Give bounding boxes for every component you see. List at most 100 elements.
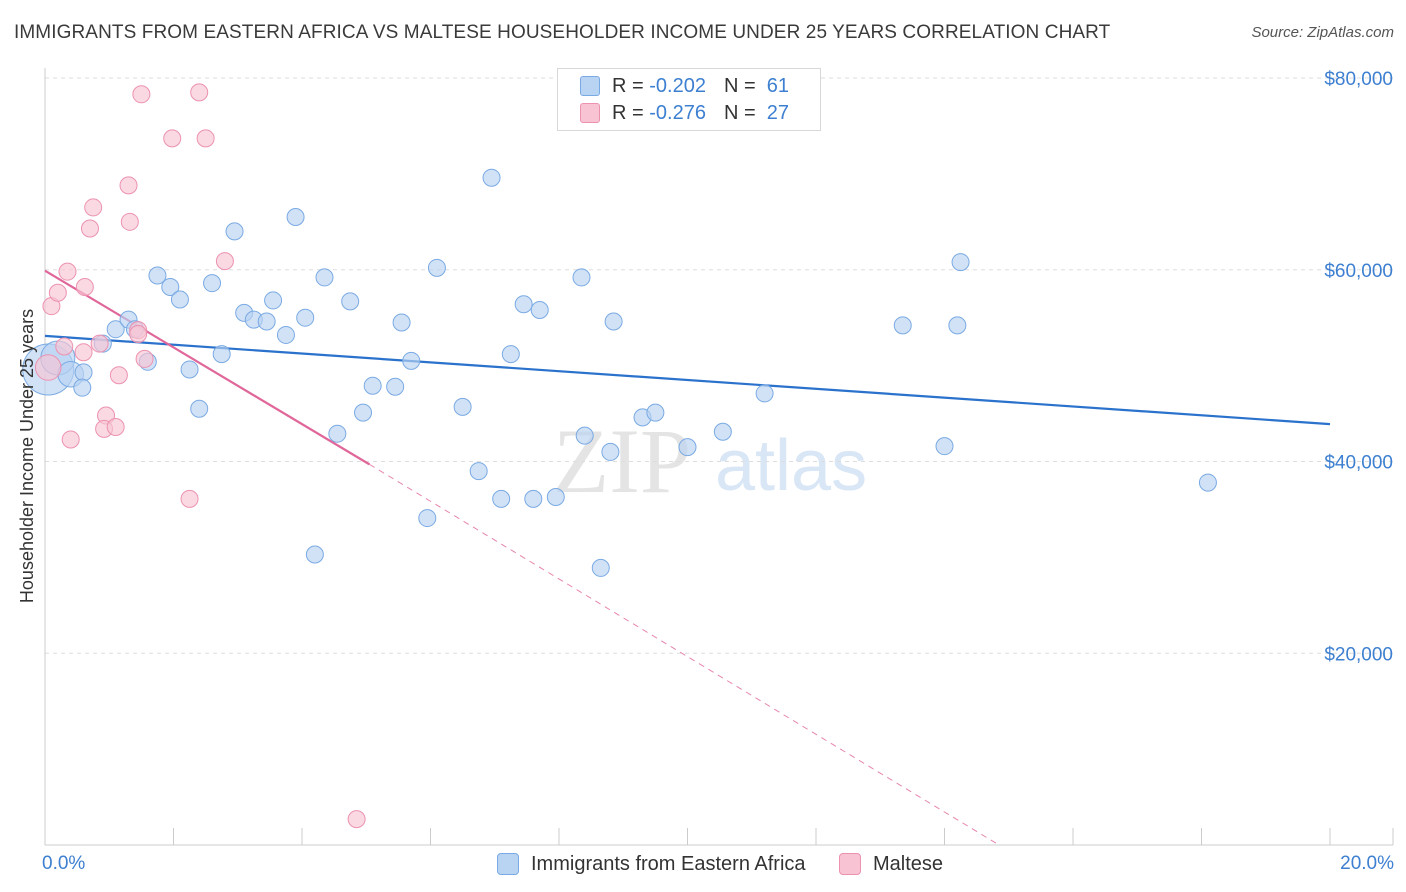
y-tick-label: $20,000 [1324, 644, 1393, 665]
point-maltese [196, 129, 215, 148]
point-eastern-africa [190, 399, 209, 418]
legend-item-eastern-africa: Immigrants from Eastern Africa [497, 851, 806, 877]
point-eastern-africa [530, 301, 549, 320]
point-eastern-africa [305, 545, 324, 564]
legend-label-maltese: Maltese [873, 852, 944, 875]
point-maltese [75, 278, 94, 297]
point-eastern-africa [453, 397, 472, 416]
point-eastern-africa [492, 489, 511, 508]
point-eastern-africa [170, 290, 189, 309]
point-maltese [61, 430, 80, 449]
point-eastern-africa [161, 278, 180, 297]
point-maltese [84, 198, 103, 217]
legend-r-label: R = [612, 74, 644, 97]
y-axis-label: Householder Income Under 25 years [17, 309, 37, 603]
trend-lines [44, 269, 1331, 846]
point-maltese [132, 85, 151, 104]
legend-row-eastern-africa: R = -0.202 N = 61 [580, 73, 789, 99]
point-eastern-africa [148, 266, 167, 285]
point-eastern-africa [951, 253, 970, 272]
point-eastern-africa [1198, 473, 1217, 492]
point-eastern-africa [427, 258, 446, 277]
trend-line [44, 269, 371, 466]
point-eastern-africa [203, 274, 222, 293]
point-eastern-africa [257, 312, 276, 331]
legend-item-maltese: Maltese [839, 851, 943, 877]
legend-r-value: -0.202 [649, 74, 706, 97]
point-eastern-africa [482, 168, 501, 187]
point-maltese [120, 212, 139, 231]
data-points [22, 83, 1217, 829]
point-maltese [74, 343, 93, 362]
point-eastern-africa [713, 422, 732, 441]
point-eastern-africa [935, 437, 954, 456]
legend-swatch-pink [580, 103, 600, 123]
chart-title: IMMIGRANTS FROM EASTERN AFRICA VS MALTES… [14, 22, 1111, 43]
legend-n-value: 27 [766, 101, 790, 124]
point-eastern-africa [546, 487, 565, 506]
point-eastern-africa [264, 291, 283, 310]
trend-line-extension [369, 463, 1000, 846]
point-eastern-africa [591, 558, 610, 577]
point-eastern-africa [180, 360, 199, 379]
point-maltese [58, 262, 77, 281]
point-eastern-africa [315, 268, 334, 287]
point-maltese [34, 354, 62, 381]
point-eastern-africa [286, 208, 305, 227]
point-eastern-africa [893, 316, 912, 335]
point-eastern-africa [646, 403, 665, 422]
point-maltese [119, 176, 138, 195]
point-eastern-africa [296, 308, 315, 327]
point-eastern-africa [354, 403, 373, 422]
point-maltese [106, 417, 125, 436]
point-eastern-africa [73, 378, 92, 397]
point-eastern-africa [74, 363, 93, 382]
point-maltese [190, 83, 209, 102]
y-tick-label: $60,000 [1324, 261, 1393, 282]
legend-label-eastern-africa: Immigrants from Eastern Africa [531, 852, 806, 875]
y-tick-label: $80,000 [1324, 69, 1393, 90]
point-eastern-africa [225, 222, 244, 241]
point-eastern-africa [418, 509, 437, 528]
point-eastern-africa [572, 268, 591, 287]
point-maltese [180, 489, 199, 508]
point-maltese [109, 366, 128, 385]
legend-swatch-blue [497, 853, 519, 875]
legend-n-label: N = [723, 101, 756, 124]
point-eastern-africa [328, 424, 347, 443]
source-credit: Source: ZipAtlas.com [1251, 24, 1394, 41]
point-maltese [215, 252, 234, 271]
point-eastern-africa [363, 376, 382, 395]
point-maltese [90, 334, 109, 353]
legend-swatch-pink [839, 853, 861, 875]
legend-n-value: 61 [766, 74, 790, 97]
legend-n-label: N = [723, 74, 756, 97]
point-eastern-africa [514, 295, 533, 314]
point-maltese [48, 283, 67, 302]
point-eastern-africa [601, 442, 620, 461]
point-eastern-africa [402, 351, 421, 370]
x-tick-label: 0.0% [42, 853, 85, 874]
point-eastern-africa [392, 313, 411, 332]
axes [44, 68, 1394, 846]
point-eastern-africa [575, 426, 594, 445]
point-eastern-africa [212, 345, 231, 364]
point-maltese [347, 810, 366, 829]
point-eastern-africa [469, 462, 488, 481]
grid [45, 77, 1393, 654]
point-eastern-africa [524, 489, 543, 508]
legend-row-maltese: R = -0.276 N = 27 [580, 100, 789, 126]
point-eastern-africa [341, 292, 360, 311]
point-maltese [163, 129, 182, 148]
point-eastern-africa [604, 312, 623, 331]
point-eastern-africa [678, 438, 697, 457]
point-eastern-africa [948, 316, 967, 335]
point-eastern-africa [276, 325, 295, 344]
tick-labels: $80,000 $60,000 $40,000 $20,000 0.0% 20.0% [42, 69, 1394, 874]
watermark-atlas: atlas [715, 426, 867, 506]
correlation-legend: R = -0.202 N = 61 R = -0.276 N = 27 [557, 68, 821, 131]
point-eastern-africa [106, 320, 125, 339]
trend-line [44, 334, 1331, 426]
y-tick-label: $40,000 [1324, 453, 1393, 474]
